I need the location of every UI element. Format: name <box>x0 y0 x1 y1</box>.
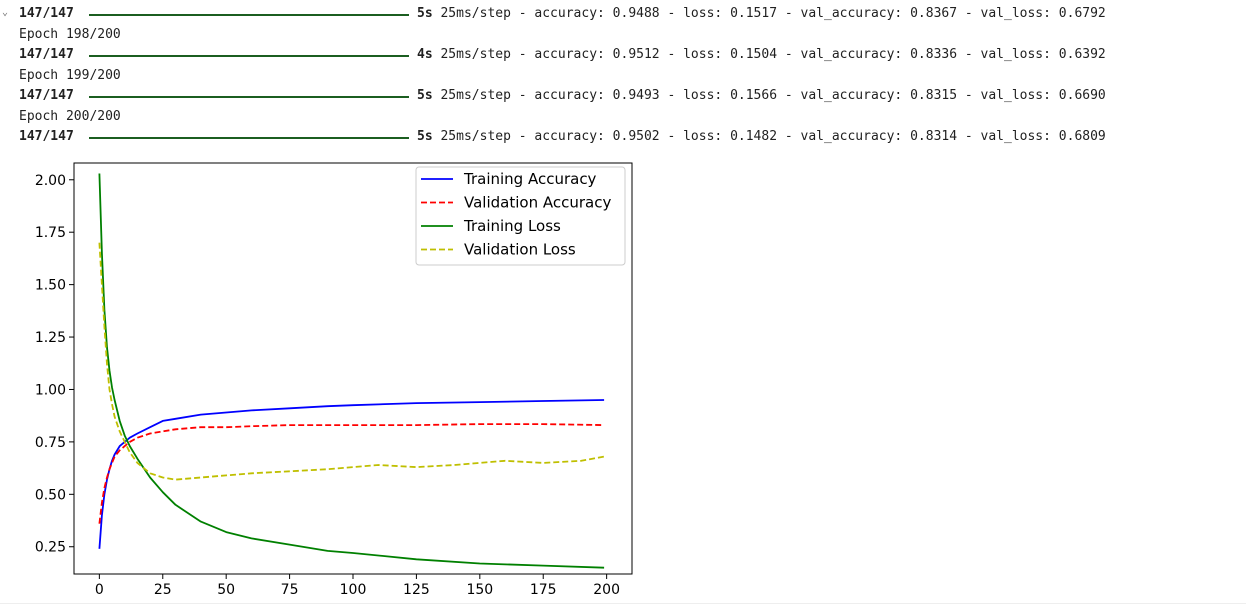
epoch-time: 5s <box>417 6 433 21</box>
progress-bar <box>89 137 409 139</box>
training-history-chart: 0 25 50 75 100 125 150 175 200 0.25 0.50 0.75 1.00 1.… <box>35 162 633 598</box>
epoch-metrics: 5s 25ms/step - accuracy: 0.9493 - loss: … <box>417 86 1106 106</box>
series-line <box>98 423 605 524</box>
series-line <box>98 173 605 569</box>
y-tick-label: 0.25 <box>35 540 66 556</box>
epoch-metrics: 4s 25ms/step - accuracy: 0.9512 - loss: … <box>417 45 1106 65</box>
y-tick-label: 1.00 <box>35 382 66 398</box>
legend: Training Accuracy Validation Accuracy Trai… <box>415 166 626 266</box>
progress-line: ⌄ 147/147 5s 25ms/step - accuracy: 0.9488 … <box>0 4 1246 24</box>
epoch-label: Epoch 199/200 <box>19 68 121 83</box>
metrics-text: 25ms/step - accuracy: 0.9502 - loss: 0.1… <box>432 129 1106 144</box>
x-tick-label: 150 <box>466 582 493 598</box>
axes-frame <box>73 162 633 575</box>
epoch-header: Epoch 198/200 <box>0 25 1246 45</box>
y-tick-label: 2.00 <box>35 173 66 189</box>
x-tick-label: 75 <box>281 582 299 598</box>
progress-line: 147/147 5s 25ms/step - accuracy: 0.9493 -… <box>0 86 1246 106</box>
y-tick-label: 1.50 <box>35 278 66 294</box>
step-count: 147/147 <box>19 129 74 144</box>
legend-label: Training Accuracy <box>463 170 597 188</box>
x-tick-label: 50 <box>217 582 235 598</box>
x-tick-label: 0 <box>95 582 104 598</box>
progress-bar <box>89 55 409 57</box>
x-tick-label: 125 <box>403 582 430 598</box>
epoch-time: 4s <box>417 47 433 62</box>
progress-line: 147/147 4s 25ms/step - accuracy: 0.9512 -… <box>0 45 1246 65</box>
metrics-text: 25ms/step - accuracy: 0.9488 - loss: 0.1… <box>432 6 1106 21</box>
series-line <box>98 242 605 481</box>
collapse-chevron-icon[interactable]: ⌄ <box>2 7 9 18</box>
metrics-text: 25ms/step - accuracy: 0.9493 - loss: 0.1… <box>432 88 1106 103</box>
epoch-time: 5s <box>417 129 433 144</box>
epoch-metrics: 5s 25ms/step - accuracy: 0.9502 - loss: … <box>417 127 1106 147</box>
legend-box <box>415 166 626 266</box>
axis-ticks: 0 25 50 75 100 125 150 175 200 0.25 0.50 0.75 1.00 1.… <box>35 173 620 598</box>
progress-line: 147/147 5s 25ms/step - accuracy: 0.9502 -… <box>0 127 1246 147</box>
x-tick-label: 100 <box>340 582 367 598</box>
progress-bar <box>89 14 409 16</box>
step-count: 147/147 <box>19 88 74 103</box>
epoch-time: 5s <box>417 88 433 103</box>
series-lines <box>98 173 605 569</box>
progress-bar <box>89 96 409 98</box>
epoch-label: Epoch 198/200 <box>19 27 121 42</box>
output-divider <box>0 603 1246 604</box>
y-tick-label: 1.75 <box>35 225 66 241</box>
metrics-text: 25ms/step - accuracy: 0.9512 - loss: 0.1… <box>432 47 1106 62</box>
legend-label: Training Loss <box>463 217 561 235</box>
x-tick-label: 25 <box>154 582 172 598</box>
epoch-metrics: 5s 25ms/step - accuracy: 0.9488 - loss: … <box>417 4 1106 24</box>
epoch-label: Epoch 200/200 <box>19 109 121 124</box>
y-tick-label: 1.25 <box>35 330 66 346</box>
y-tick-label: 0.50 <box>35 487 66 503</box>
epoch-header: Epoch 200/200 <box>0 107 1246 127</box>
step-count: 147/147 <box>19 6 74 21</box>
legend-label: Validation Loss <box>464 241 576 259</box>
y-tick-label: 0.75 <box>35 435 66 451</box>
legend-label: Validation Accuracy <box>464 194 611 212</box>
epoch-header: Epoch 199/200 <box>0 66 1246 86</box>
step-count: 147/147 <box>19 47 74 62</box>
series-line <box>98 399 605 549</box>
x-tick-label: 175 <box>530 582 557 598</box>
x-tick-label: 200 <box>593 582 620 598</box>
